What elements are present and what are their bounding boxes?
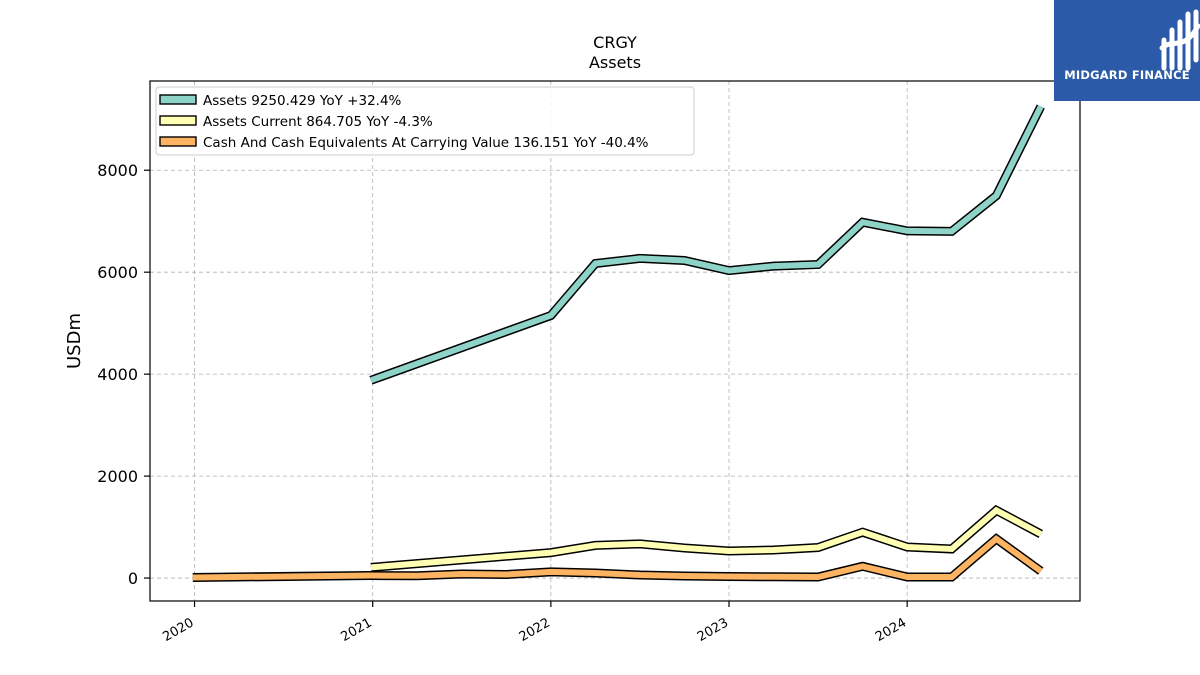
y-axis-label: USDm — [64, 313, 85, 369]
legend-label-cash: Cash And Cash Equivalents At Carrying Va… — [203, 135, 649, 151]
legend-label-assets-current: Assets Current 864.705 YoY -4.3% — [203, 114, 433, 130]
legend-swatch-cash — [159, 136, 197, 147]
chart-title: CRGY — [593, 33, 637, 52]
legend-swatch-assets-current — [159, 115, 197, 126]
x-tick-label: 2020 — [160, 615, 196, 645]
x-tick-label: 2022 — [517, 615, 553, 645]
grid — [150, 81, 1080, 601]
logo-text: MIDGARD FINANCE — [1064, 68, 1190, 82]
logo-mark-icon — [1159, 9, 1200, 71]
series-line — [192, 534, 1043, 581]
y-tick-label: 0 — [128, 569, 138, 588]
x-tick-label: 2024 — [873, 615, 909, 645]
legend-box — [155, 86, 695, 156]
series-line — [370, 506, 1043, 571]
plot-frame — [149, 80, 1081, 602]
x-tick-label: 2021 — [339, 615, 375, 645]
x-tick-label: 2023 — [695, 615, 731, 645]
y-tick-label: 2000 — [97, 467, 138, 486]
legend-swatch-assets — [159, 94, 197, 105]
series-line — [369, 105, 1044, 384]
chart-subtitle: Assets — [589, 53, 641, 72]
y-tick-label: 8000 — [97, 161, 138, 180]
y-tick-label: 4000 — [97, 365, 138, 384]
legend-label-assets: Assets 9250.429 YoY +32.4% — [203, 93, 402, 109]
legend: Assets 9250.429 YoY +32.4% Assets Curren… — [155, 86, 695, 156]
series-lines — [192, 104, 1045, 582]
brand-logo: MIDGARD FINANCE — [1054, 0, 1200, 101]
y-tick-label: 6000 — [97, 263, 138, 282]
